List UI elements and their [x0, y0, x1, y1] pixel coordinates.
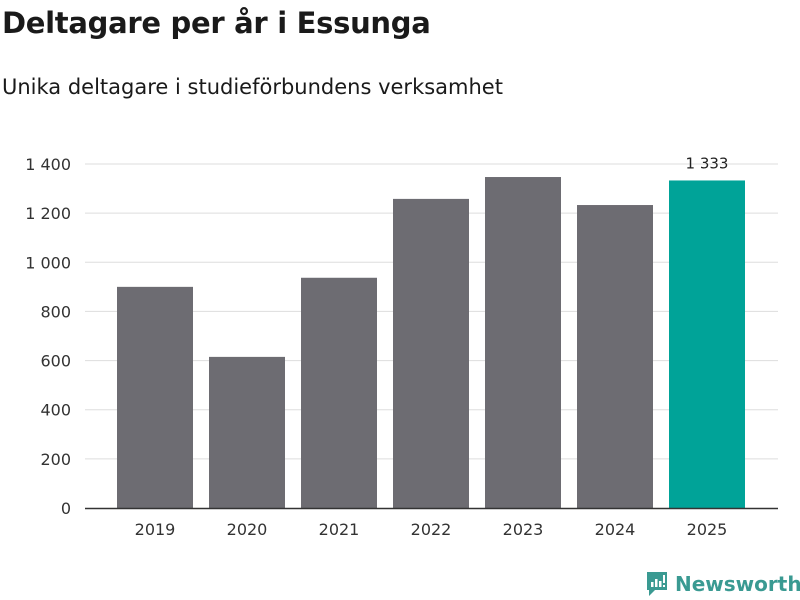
bar-2023 [485, 177, 561, 508]
chart-title: Deltagare per år i Essunga [2, 6, 431, 40]
data-label: 1 333 [686, 154, 729, 172]
bar-2020 [209, 356, 285, 508]
x-tick-label: 2019 [135, 520, 176, 539]
y-tick-label: 400 [40, 401, 71, 420]
y-tick-label: 0 [61, 499, 71, 518]
x-tick-label: 2025 [687, 520, 728, 539]
bar-2025 [669, 180, 745, 508]
newsworthy-logo-icon [647, 572, 667, 596]
x-tick-label: 2022 [411, 520, 452, 539]
chart-subtitle: Unika deltagare i studieförbundens verks… [2, 75, 503, 99]
bar-2022 [393, 198, 469, 509]
brand-name: Newsworthy [675, 572, 800, 596]
y-tick-label: 200 [40, 450, 71, 469]
x-tick-label: 2021 [319, 520, 360, 539]
y-tick-label: 1 000 [25, 253, 71, 272]
bar-2019 [117, 286, 193, 508]
bar-2021 [301, 277, 377, 508]
x-tick-label: 2023 [503, 520, 544, 539]
y-tick-label: 800 [40, 302, 71, 321]
y-tick-label: 1 200 [25, 204, 71, 223]
x-tick-label: 2020 [227, 520, 268, 539]
y-tick-label: 600 [40, 352, 71, 371]
newsworthy-logo: Newsworthy [645, 570, 800, 598]
bar-2024 [577, 205, 653, 508]
x-tick-label: 2024 [595, 520, 636, 539]
y-tick-label: 1 400 [25, 155, 71, 174]
